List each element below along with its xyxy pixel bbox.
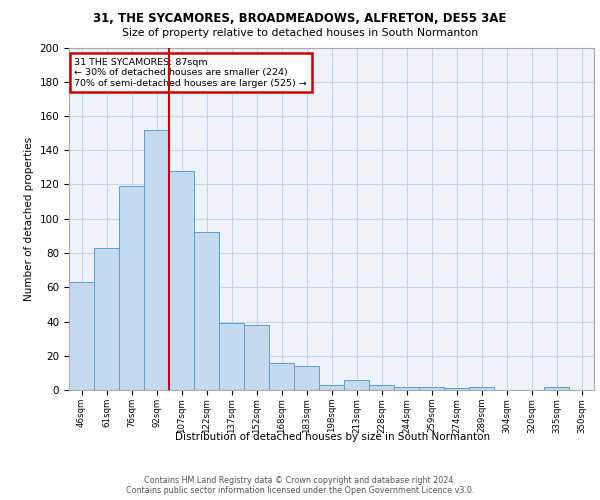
- Bar: [369, 385, 394, 390]
- Bar: [394, 386, 419, 390]
- Bar: [144, 130, 169, 390]
- Bar: [544, 386, 569, 390]
- Text: Contains HM Land Registry data © Crown copyright and database right 2024.
Contai: Contains HM Land Registry data © Crown c…: [126, 476, 474, 495]
- Bar: [169, 171, 194, 390]
- Bar: [294, 366, 319, 390]
- Bar: [269, 362, 294, 390]
- Text: 31 THE SYCAMORES: 87sqm
← 30% of detached houses are smaller (224)
70% of semi-d: 31 THE SYCAMORES: 87sqm ← 30% of detache…: [74, 58, 307, 88]
- Text: Distribution of detached houses by size in South Normanton: Distribution of detached houses by size …: [175, 432, 491, 442]
- Bar: [444, 388, 469, 390]
- Bar: [119, 186, 144, 390]
- Bar: [469, 386, 494, 390]
- Bar: [344, 380, 369, 390]
- Y-axis label: Number of detached properties: Number of detached properties: [24, 136, 34, 301]
- Bar: [319, 385, 344, 390]
- Bar: [419, 386, 444, 390]
- Text: 31, THE SYCAMORES, BROADMEADOWS, ALFRETON, DE55 3AE: 31, THE SYCAMORES, BROADMEADOWS, ALFRETO…: [94, 12, 506, 26]
- Bar: [94, 248, 119, 390]
- Bar: [69, 282, 94, 390]
- Bar: [194, 232, 219, 390]
- Text: Size of property relative to detached houses in South Normanton: Size of property relative to detached ho…: [122, 28, 478, 38]
- Bar: [219, 323, 244, 390]
- Bar: [244, 325, 269, 390]
